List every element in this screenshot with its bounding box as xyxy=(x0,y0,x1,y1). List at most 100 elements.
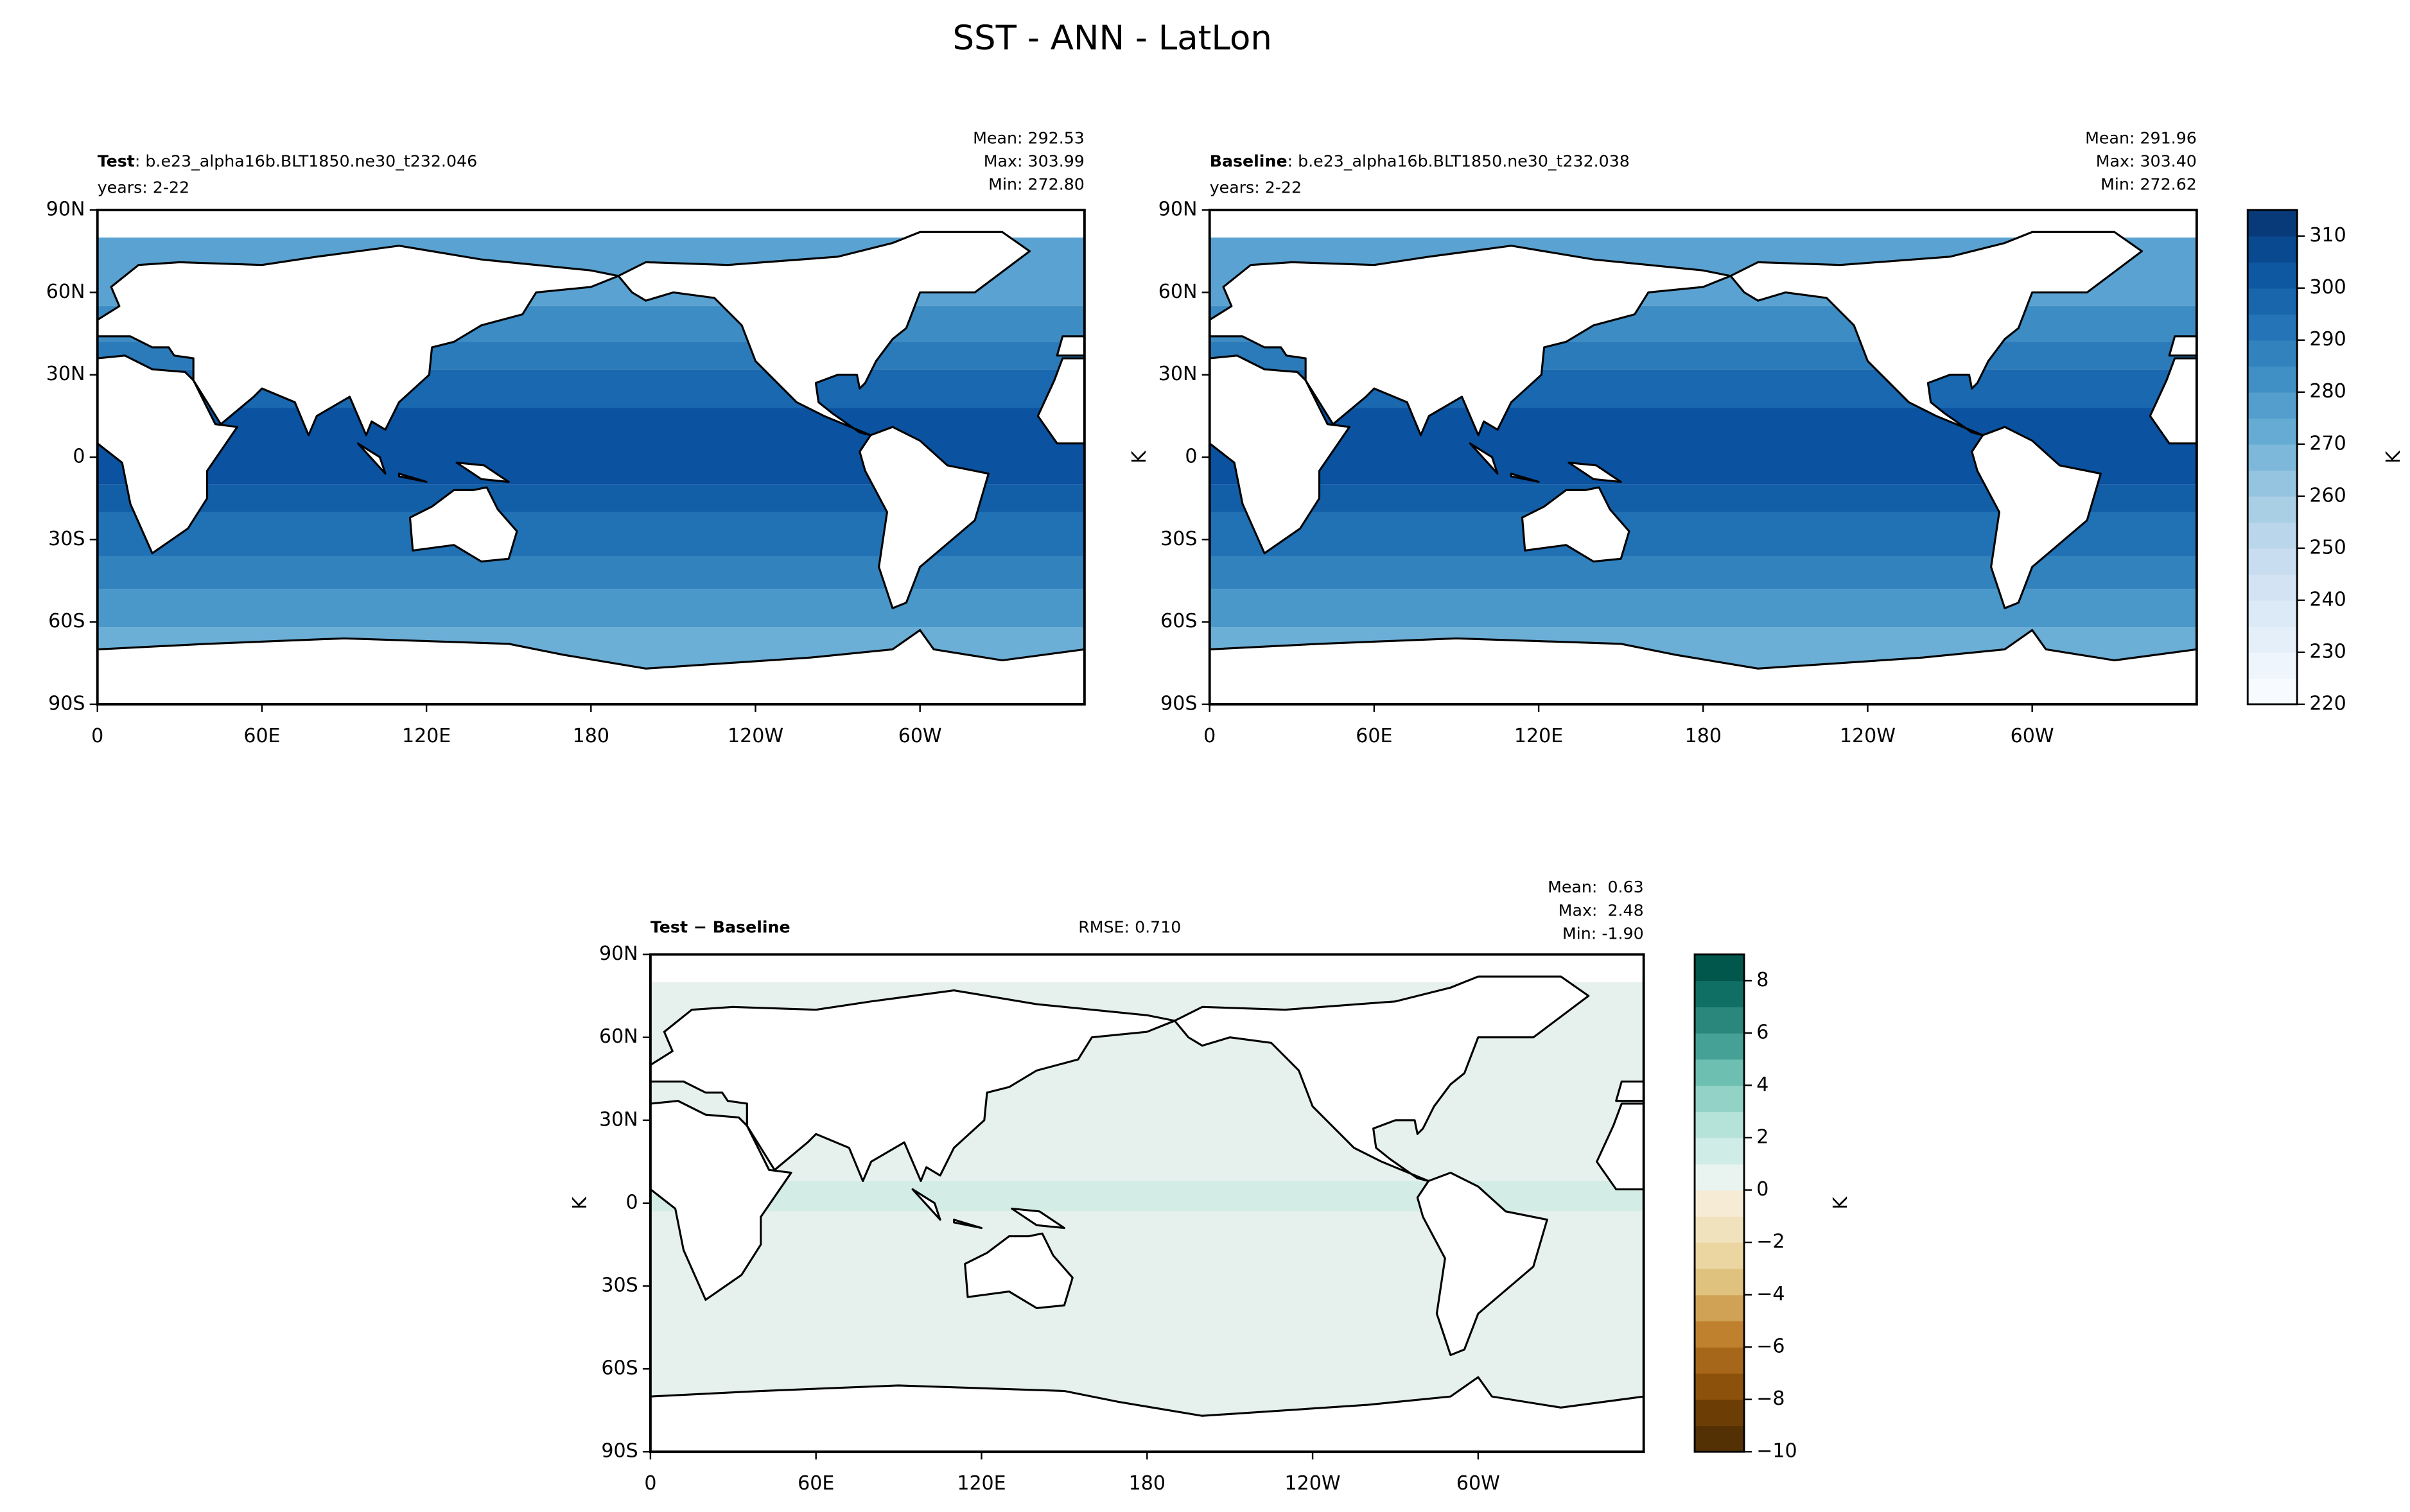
land xyxy=(617,230,1031,437)
land xyxy=(964,1232,1074,1309)
map-panel xyxy=(649,975,1645,1453)
stat: Min: -1.90 xyxy=(1562,924,1644,943)
land xyxy=(1567,462,1622,483)
land xyxy=(952,1219,983,1230)
land xyxy=(1209,245,1732,437)
land xyxy=(1521,486,1630,563)
colorbar-level xyxy=(2248,210,2298,237)
colorbar-tick-label: −2 xyxy=(1756,1231,1785,1253)
title-bold: Baseline xyxy=(1210,152,1288,171)
colorbar-level xyxy=(1695,980,1745,1007)
colorbar-tick-label: 300 xyxy=(2309,276,2346,299)
ocean-band xyxy=(1209,555,2197,589)
y-tick-label: 60N xyxy=(46,281,85,303)
colorbar-level xyxy=(2248,236,2298,263)
y-tick-label: 60S xyxy=(48,610,85,632)
stat: Min: 272.62 xyxy=(2100,175,2197,194)
map-panel xyxy=(1209,230,2198,706)
x-tick-label: 60W xyxy=(1456,1472,1500,1495)
colorbar-tick-label: 220 xyxy=(2309,692,2346,715)
colorbar-level xyxy=(2248,496,2298,523)
land xyxy=(455,462,510,483)
land xyxy=(649,1100,792,1301)
colorbar-frame xyxy=(1693,953,1745,1453)
x-tick-label: 120W xyxy=(1285,1472,1341,1495)
y-tick-label: 90N xyxy=(599,943,638,965)
colorbar-level xyxy=(1695,1373,1745,1400)
x-tick-label: 180 xyxy=(1129,1472,1166,1495)
ocean-band xyxy=(97,589,1085,628)
x-tick-label: 0 xyxy=(91,725,103,747)
colorbar-level xyxy=(1695,1399,1745,1427)
x-tick-label: 60E xyxy=(243,725,280,747)
colorbar-level xyxy=(2248,366,2298,393)
colorbar-level xyxy=(2248,626,2298,653)
colorbar-tick-label: 4 xyxy=(1756,1073,1768,1096)
colorbar-tick-label: 260 xyxy=(2309,484,2346,507)
colorbar-level xyxy=(2248,314,2298,341)
land xyxy=(1416,1171,1548,1357)
panel-title: Test − Baseline xyxy=(651,918,790,937)
colorbar-level xyxy=(2248,470,2298,497)
land xyxy=(397,473,428,483)
colorbar-level xyxy=(1695,1268,1745,1296)
colorbar-tick-label: 0 xyxy=(1756,1178,1768,1201)
colorbar-level xyxy=(2248,288,2298,315)
y-tick-label: 30S xyxy=(1160,528,1197,550)
stat: Mean: 292.53 xyxy=(973,128,1085,147)
y-tick-label: 30S xyxy=(48,528,85,550)
land xyxy=(96,354,239,555)
map-panel xyxy=(96,230,1086,706)
colorbar-level xyxy=(2248,418,2298,445)
y-tick-label: 30N xyxy=(599,1108,638,1131)
x-tick-label: 120W xyxy=(1840,725,1896,747)
land xyxy=(1469,442,1499,475)
colorbar-level xyxy=(2248,444,2298,471)
land xyxy=(1209,354,1351,555)
colorbar-tick-label: 250 xyxy=(2309,536,2346,559)
land xyxy=(649,989,1176,1183)
colorbar-level xyxy=(1695,1163,1745,1191)
colorbar-tick-label: 8 xyxy=(1756,969,1768,991)
colorbar-level xyxy=(2248,262,2298,289)
colorbar-level xyxy=(2248,392,2298,419)
x-tick-label: 60W xyxy=(2011,725,2054,747)
y-tick-label: 60N xyxy=(599,1025,638,1048)
y-tick-label: 60S xyxy=(601,1357,638,1380)
y-axis-label: K xyxy=(569,1196,591,1210)
x-tick-label: 0 xyxy=(1203,725,1216,747)
stat: Mean: 0.63 xyxy=(1548,878,1644,896)
colorbar-level xyxy=(1695,1137,1745,1165)
x-tick-label: 0 xyxy=(644,1472,656,1495)
colorbar-tick-label: −4 xyxy=(1756,1283,1785,1305)
title-bold: Test xyxy=(98,152,135,171)
colorbar-level xyxy=(1695,1347,1745,1374)
stat: Max: 2.48 xyxy=(1559,901,1644,919)
colorbar-tick-label: 310 xyxy=(2309,224,2346,247)
colorbar-level xyxy=(1695,1321,1745,1348)
land xyxy=(911,1188,941,1221)
colorbar-level xyxy=(2248,600,2298,627)
x-tick-label: 120E xyxy=(402,725,451,747)
x-tick-label: 180 xyxy=(1685,725,1722,747)
land xyxy=(1615,1080,1645,1102)
land xyxy=(2168,335,2198,357)
land xyxy=(356,442,387,475)
colorbar-label: K xyxy=(1829,1196,1852,1210)
colorbar-level xyxy=(2248,652,2298,679)
x-tick-label: 120W xyxy=(728,725,783,747)
stat: Max: 303.99 xyxy=(984,152,1085,171)
colorbar-level xyxy=(1695,1216,1745,1243)
stat: Mean: 291.96 xyxy=(2085,128,2197,147)
colorbar-tick-label: −8 xyxy=(1756,1387,1785,1410)
land xyxy=(1056,335,1086,357)
y-tick-label: 0 xyxy=(626,1191,638,1213)
colorbar-tick-label: −6 xyxy=(1756,1335,1785,1358)
colorbar-level xyxy=(1695,1190,1745,1217)
land xyxy=(408,486,518,563)
panel-title: Test: b.e23_alpha16b.BLT1850.ne30_t232.0… xyxy=(98,152,477,171)
colorbar-tick-label: 240 xyxy=(2309,588,2346,611)
y-tick-label: 90S xyxy=(48,692,85,715)
colorbar-label: K xyxy=(2382,450,2405,464)
land xyxy=(859,426,990,609)
